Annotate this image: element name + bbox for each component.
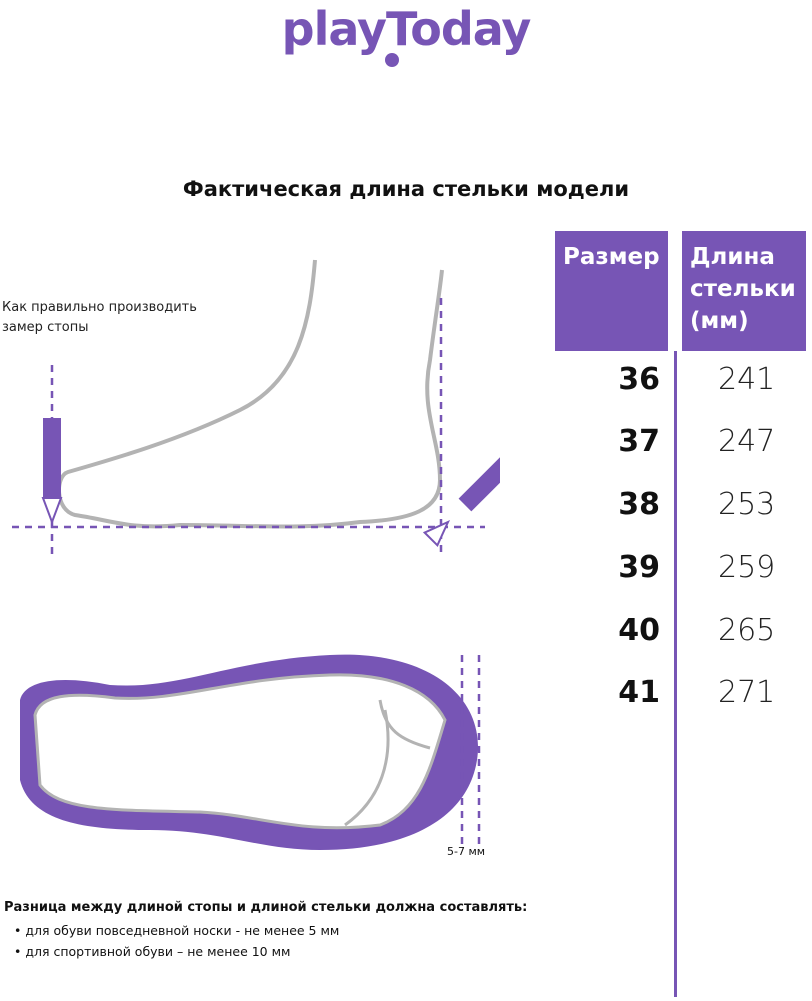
brand-logo: playToday — [281, 2, 532, 56]
note-item: для обуви повседневной носки - не менее … — [14, 920, 339, 941]
measure-hint: Как правильно производить замер стопы — [2, 300, 197, 335]
logo-dot-icon — [385, 53, 399, 67]
pencil-icon — [41, 418, 63, 525]
allowance-label: 5-7 мм — [447, 845, 486, 858]
pencil-icon — [422, 444, 500, 548]
insole-top-illustration — [20, 654, 481, 850]
page-title: Фактическая длина стельки модели — [182, 177, 630, 201]
note-item: для спортивной обуви – не менее 10 мм — [14, 941, 339, 962]
foot-side-illustration — [12, 259, 500, 558]
note-list: для обуви повседневной носки - не менее … — [14, 920, 339, 962]
header-size: Размер — [555, 231, 668, 351]
note-heading: Разница между длиной стопы и длиной стел… — [4, 900, 528, 915]
table-divider — [674, 351, 677, 997]
header-length: Длина стельки (мм) — [682, 231, 806, 351]
